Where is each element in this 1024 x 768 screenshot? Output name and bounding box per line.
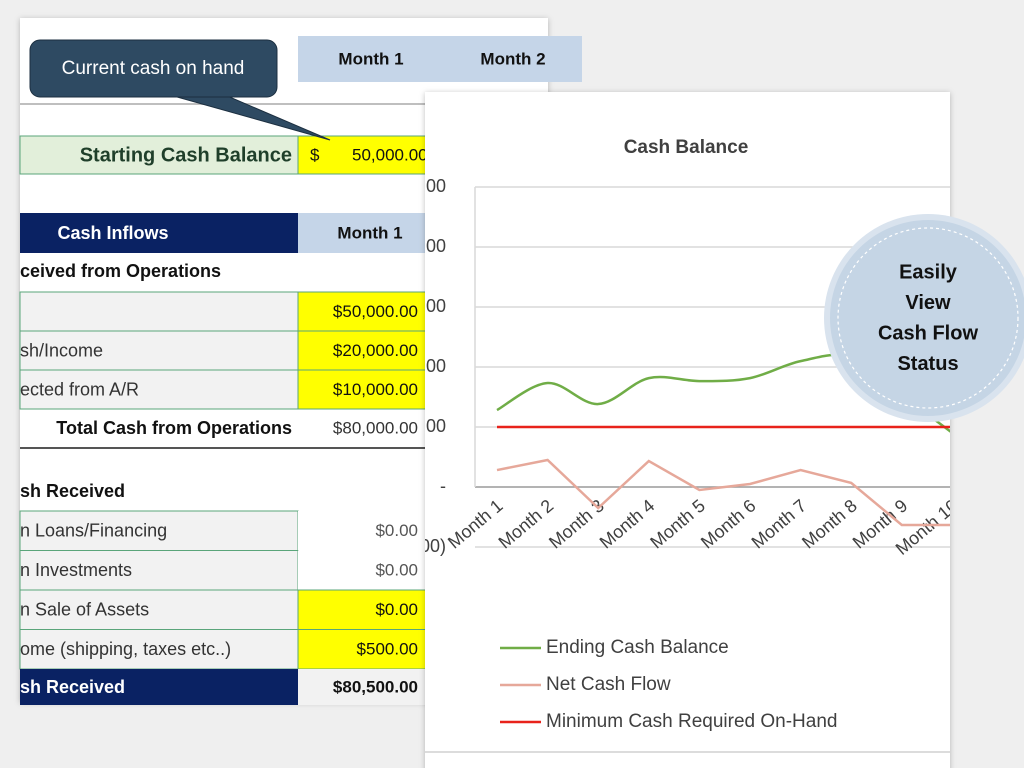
month-label: Month 1 [337,223,402,242]
y-tick-label: 00 [426,356,446,376]
y-tick-label: 00 [426,236,446,256]
group-title: ceived from Operations [20,261,221,281]
y-tick-label: - [440,476,446,496]
input-cell [297,135,429,175]
y-tick-label: 00 [426,176,446,196]
callout-text: Current cash on hand [62,58,245,79]
label-cell [19,369,299,410]
currency: $ [310,145,320,164]
value-cell [298,511,428,551]
section-title: Cash Inflows [57,223,168,243]
row-value: $10,000.00 [333,380,418,399]
total-value: $80,000.00 [333,418,418,437]
callout: Current cash on hand [29,39,331,141]
legend-label: Minimum Cash Required On-Hand [546,711,837,732]
month-header: Month 1 [338,49,403,68]
badge-line: Status [897,353,958,375]
chart-title: Cash Balance [624,137,749,158]
callout-box [29,39,278,98]
row-label: n Investments [20,560,132,580]
month-cell [298,213,428,253]
footer-value: $80,500.00 [333,677,418,696]
row-value: $500.00 [357,640,418,659]
row-label: ected from A/R [20,379,139,399]
month-header-cell [440,36,582,82]
label-cell [19,589,299,630]
y-tick-label: 00) [420,536,446,556]
badge-circle [830,220,1024,416]
row-label: ome (shipping, taxes etc..) [20,639,231,659]
row-label: n Loans/Financing [20,521,167,541]
footer-cell [20,669,298,705]
badge: Easily View Cash Flow Status [824,214,1024,422]
row-value: $0.00 [375,600,418,619]
badge-line: View [905,292,951,314]
month-header-cell [298,36,440,82]
label-cell [19,629,299,670]
row-value: $0.00 [375,521,418,540]
starting-value: 50,000.00 [352,145,428,164]
group-title: sh Received [20,481,125,501]
label-cell [19,291,299,332]
series-line [496,458,950,527]
label-cell [19,135,299,175]
badge-line: Cash Flow [878,322,978,344]
value-cell [298,550,428,590]
month-header: Month 2 [480,49,545,68]
total-label: Total Cash from Operations [56,418,292,438]
section-header [20,213,298,253]
y-tick-label: 00 [426,296,446,316]
badge-line: Easily [899,261,958,283]
chart-bg [425,92,950,768]
row-label: n Sale of Assets [20,600,149,620]
footer-label: sh Received [20,677,125,697]
row-value: $0.00 [375,561,418,580]
row-label: sh/Income [20,340,103,360]
label-cell [19,330,299,371]
footer-value-cell [298,669,428,705]
legend-label: Net Cash Flow [546,674,671,695]
row-value: $50,000.00 [333,302,418,321]
starting-label: Starting Cash Balance [80,144,292,166]
badge-ring [837,227,1019,409]
legend-label: Ending Cash Balance [546,637,729,658]
y-tick-label: 00 [426,416,446,436]
value-cell [297,369,429,410]
row-value: $20,000.00 [333,341,418,360]
